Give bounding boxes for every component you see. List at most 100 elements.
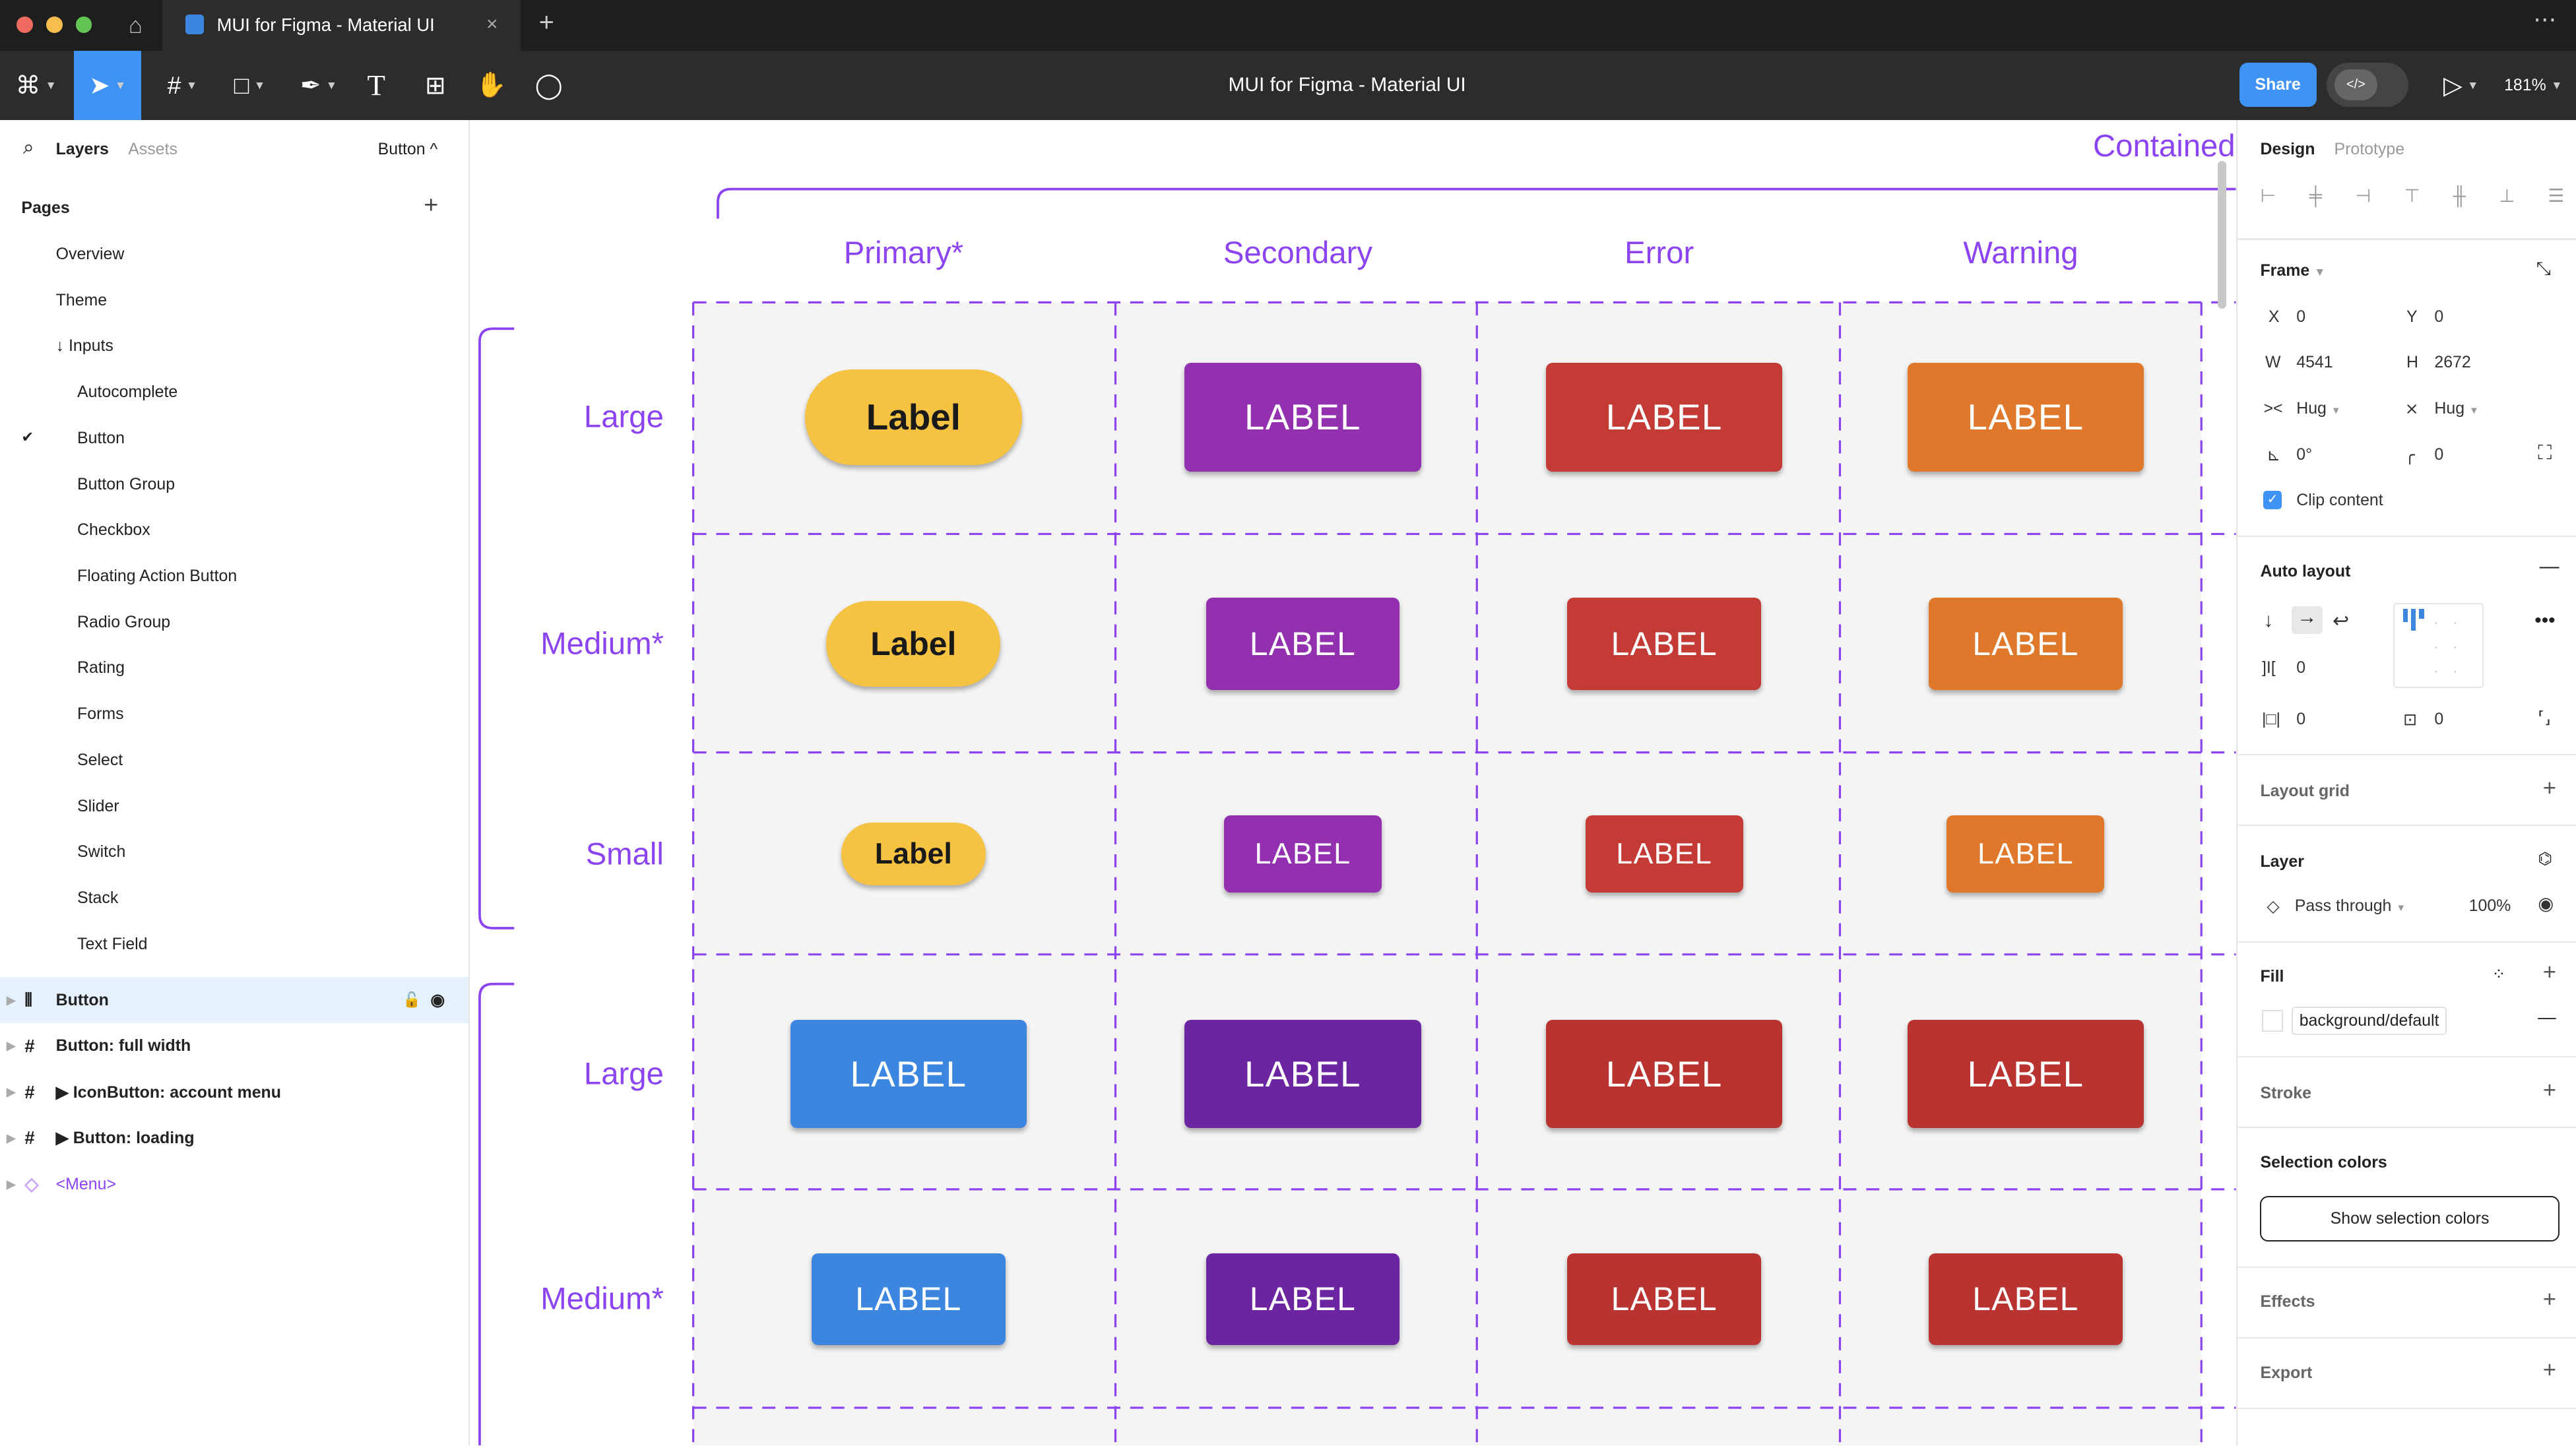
page-item[interactable]: Checkbox [77, 520, 150, 540]
mui-button-warning[interactable]: LABEL [1907, 1020, 2144, 1129]
expand-caret-icon[interactable]: ▶ [6, 1085, 16, 1099]
fill-swatch[interactable] [2261, 1010, 2284, 1032]
align-right-icon[interactable]: ⊣ [2355, 185, 2371, 206]
width-mode-dropdown[interactable]: Hug ▼ [2296, 399, 2341, 418]
text-tool-icon[interactable]: T [367, 69, 385, 102]
tab-prototype[interactable]: Prototype [2334, 139, 2405, 158]
canvas[interactable]: Contained Primary* Secondary Error Warning L… [470, 119, 2236, 1446]
mui-button-error[interactable]: LABEL [1567, 1253, 1762, 1346]
new-tab-icon[interactable]: + [538, 8, 554, 38]
align-h-center-icon[interactable]: ╪ [2309, 185, 2323, 206]
individual-padding-icon[interactable]: ⸢⸥ [2538, 708, 2551, 728]
maximize-window-button[interactable] [75, 16, 92, 33]
layer-row[interactable]: ▶ # ▶ IconButton: account menu [0, 1069, 468, 1116]
move-tool-button[interactable]: ➤ ▼ [74, 51, 142, 120]
page-item[interactable]: Select [77, 751, 123, 770]
corner-radius-input[interactable]: 0 [2434, 445, 2444, 464]
pen-tool-button[interactable]: ✒ ▼ [300, 71, 337, 100]
add-fill-icon[interactable]: + [2542, 959, 2557, 986]
page-item[interactable]: ↓ Inputs [56, 336, 113, 356]
more-options-icon[interactable]: ••• [2534, 609, 2556, 631]
add-page-icon[interactable]: + [424, 190, 439, 218]
expand-caret-icon[interactable]: ▶ [6, 993, 16, 1007]
mui-button-warning[interactable]: LABEL [1929, 1253, 2123, 1346]
mui-button-primary[interactable]: LABEL [811, 1253, 1006, 1346]
blend-mode-dropdown[interactable]: Pass through ▼ [2294, 896, 2406, 916]
opacity-input[interactable]: 100% [2468, 896, 2511, 916]
more-icon[interactable]: ⋯ [2533, 6, 2557, 32]
page-item[interactable]: Stack [77, 889, 118, 908]
align-top-icon[interactable]: ⊤ [2404, 185, 2420, 206]
distribute-icon[interactable]: ☰ [2548, 185, 2565, 206]
gap-input[interactable]: 0 [2296, 658, 2306, 677]
mui-button-error[interactable]: LABEL [1567, 598, 1762, 690]
add-effect-icon[interactable]: + [2542, 1286, 2557, 1312]
direction-horizontal-icon[interactable]: → [2291, 606, 2323, 635]
vertical-scrollbar[interactable] [2218, 160, 2226, 309]
align-left-icon[interactable]: ⊢ [2260, 185, 2276, 206]
add-stroke-icon[interactable]: + [2542, 1077, 2557, 1104]
close-tab-icon[interactable]: × [486, 13, 498, 35]
mui-button-primary[interactable]: LABEL [790, 1020, 1027, 1129]
resources-icon[interactable]: ⊞ [425, 71, 446, 100]
page-selector[interactable]: Button ^ [378, 140, 438, 159]
y-input[interactable]: 0 [2434, 307, 2444, 326]
layer-row[interactable]: ▶ ⫴ Button 🔓 ◉ [0, 977, 468, 1024]
page-item[interactable]: Floating Action Button [77, 567, 237, 586]
add-layout-grid-icon[interactable]: + [2542, 775, 2557, 802]
mui-button-warning[interactable]: LABEL [1947, 815, 2105, 893]
mui-button-secondary[interactable]: LABEL [1206, 1253, 1400, 1346]
height-input[interactable]: 2672 [2434, 353, 2471, 372]
layer-row[interactable]: ▶ # ▶ Button: loading [0, 1116, 468, 1162]
add-export-icon[interactable]: + [2542, 1356, 2557, 1383]
expand-caret-icon[interactable]: ▶ [6, 1131, 16, 1145]
page-item[interactable]: Overview [56, 245, 125, 264]
mui-button-primary[interactable]: Label [841, 823, 986, 885]
align-bottom-icon[interactable]: ⊥ [2499, 185, 2515, 206]
frame-dropdown[interactable]: Frame ▼ [2260, 261, 2325, 280]
remove-auto-layout-icon[interactable]: — [2539, 555, 2560, 577]
page-item[interactable]: Button Group [77, 475, 175, 494]
page-item[interactable]: Radio Group [77, 613, 170, 632]
page-item[interactable]: Button [77, 429, 125, 448]
clip-content-checkbox[interactable]: ✓ [2263, 491, 2282, 509]
horizontal-padding-input[interactable]: 0 [2296, 709, 2306, 728]
page-item[interactable]: Text Field [77, 935, 148, 954]
tab-assets[interactable]: Assets [128, 139, 177, 158]
comment-icon[interactable]: ◯ [534, 71, 563, 100]
expand-caret-icon[interactable]: ▶ [6, 1177, 16, 1191]
mui-button-secondary[interactable]: LABEL [1206, 598, 1400, 690]
shape-tool-button[interactable]: □ ▼ [234, 71, 266, 99]
page-item[interactable]: Slider [77, 797, 119, 816]
page-item[interactable]: Theme [56, 291, 107, 310]
main-menu-button[interactable]: ⌘ ▼ [15, 71, 57, 100]
home-icon[interactable]: ⌂ [128, 12, 143, 38]
hand-tool-icon[interactable]: ✋ [476, 71, 507, 99]
close-window-button[interactable] [16, 16, 33, 33]
page-item[interactable]: Rating [77, 658, 125, 677]
mui-button-error[interactable]: LABEL [1585, 815, 1743, 893]
mui-button-secondary[interactable]: LABEL [1223, 815, 1382, 893]
height-mode-dropdown[interactable]: Hug ▼ [2434, 399, 2479, 418]
tab-layers[interactable]: Layers [55, 139, 109, 158]
remove-fill-icon[interactable]: — [2538, 1007, 2556, 1028]
page-item[interactable]: Autocomplete [77, 383, 177, 402]
mui-button-secondary[interactable]: LABEL [1184, 1020, 1421, 1129]
expand-caret-icon[interactable]: ▶ [6, 1039, 16, 1053]
mui-button-error[interactable]: LABEL [1545, 1020, 1783, 1129]
align-v-center-icon[interactable]: ╫ [2453, 185, 2466, 206]
mui-button-primary[interactable]: Label [826, 601, 1001, 687]
document-tab[interactable]: MUI for Figma - Material UI × [162, 0, 521, 51]
search-icon[interactable]: ⌕ [22, 136, 34, 158]
present-button[interactable]: ▷ ▼ [2443, 71, 2479, 100]
eye-icon[interactable]: ◉ [430, 991, 445, 1010]
eye-icon[interactable]: ◉ [2538, 893, 2554, 914]
mui-button-warning[interactable]: LABEL [1907, 363, 2144, 472]
mui-button-warning[interactable]: LABEL [1929, 598, 2123, 690]
page-item[interactable]: Switch [77, 842, 125, 862]
wrap-icon[interactable]: ↩ [2333, 610, 2350, 632]
mui-button-secondary[interactable]: LABEL [1184, 363, 1421, 472]
layer-row[interactable]: ▶ # Button: full width [0, 1023, 468, 1069]
width-input[interactable]: 4541 [2296, 353, 2333, 372]
rotation-input[interactable]: 0° [2296, 445, 2313, 464]
